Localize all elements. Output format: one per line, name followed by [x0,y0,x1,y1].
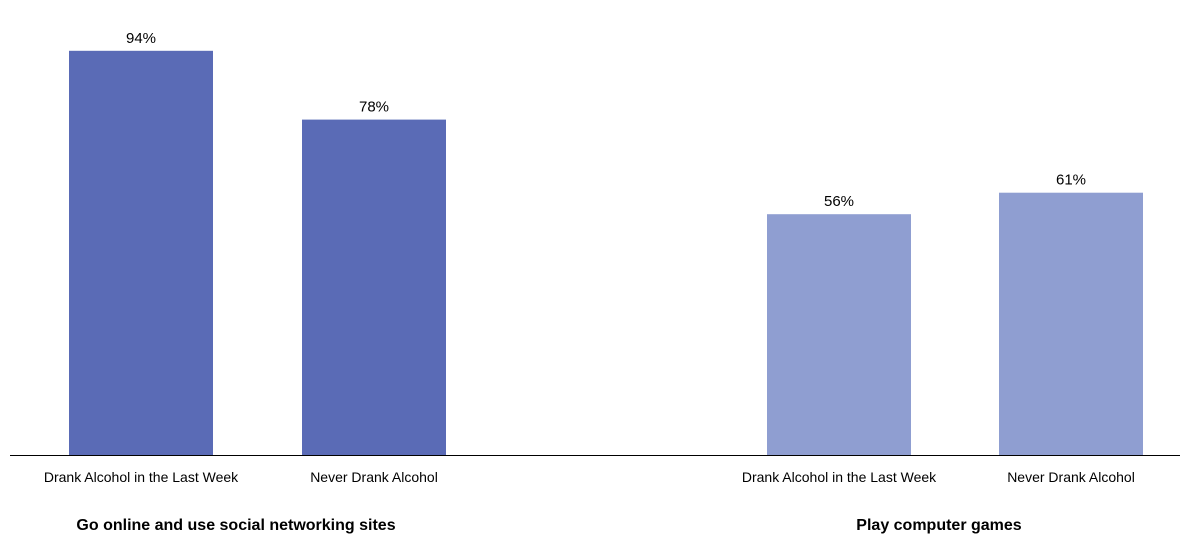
bar [69,50,213,456]
data-label: 78% [359,99,389,116]
data-label: 94% [126,30,156,47]
tick-label: Never Drank Alcohol [310,469,438,485]
tick-label: Drank Alcohol in the Last Week [742,469,937,485]
group-label: Play computer games [856,517,1022,534]
bar [767,214,911,455]
data-label: 61% [1056,172,1086,189]
bar [302,119,446,455]
data-label: 56% [824,193,854,210]
tick-label: Drank Alcohol in the Last Week [44,469,239,485]
tick-label: Never Drank Alcohol [1007,469,1135,485]
bar [999,192,1143,455]
group-label: Go online and use social networking site… [76,517,395,534]
